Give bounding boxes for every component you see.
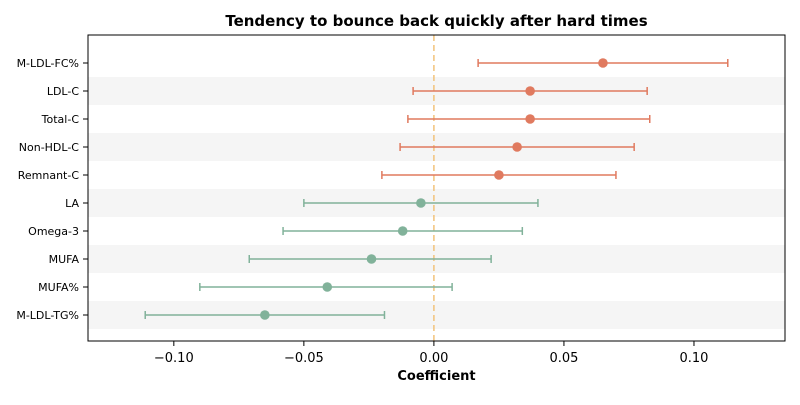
point-LA — [416, 198, 426, 208]
point-Omega-3 — [397, 226, 408, 236]
x-tick-label: 0.10 — [679, 351, 708, 366]
y-tick-label: Non-HDL-C — [19, 141, 80, 154]
x-tick-label: 0.00 — [419, 351, 448, 366]
x-tick-label: −0.10 — [154, 351, 194, 366]
y-tick-label: M-LDL-TG% — [16, 309, 79, 322]
point-LDL-C — [525, 86, 535, 96]
estimate-points — [260, 58, 608, 320]
y-axis-ticks: M-LDL-FC% LDL-C Total-C Non-HDL-C Remnant-C L… — [16, 57, 88, 322]
y-tick-label: LA — [65, 197, 79, 210]
point-MUFA — [366, 254, 377, 264]
point-M-LDL-TG% — [260, 310, 270, 320]
x-tick-label: 0.05 — [549, 351, 578, 366]
point-Total-C — [525, 114, 535, 124]
y-tick-label: Total-C — [41, 113, 80, 126]
y-tick-label: Omega-3 — [28, 225, 79, 238]
point-M-LDL-FC% — [598, 58, 608, 68]
y-tick-label: Remnant-C — [18, 169, 80, 182]
chart-title: Tendency to bounce back quickly after ha… — [225, 12, 647, 30]
y-tick-label: MUFA% — [38, 281, 79, 294]
point-Remnant-C — [494, 170, 504, 180]
y-tick-label: LDL-C — [47, 85, 80, 98]
plot-frame — [87, 34, 786, 342]
y-tick-label: M-LDL-FC% — [17, 57, 79, 70]
x-tick-label: −0.05 — [284, 351, 324, 366]
x-axis-label: Coefficient — [397, 369, 475, 384]
point-MUFA% — [322, 282, 333, 292]
x-axis-ticks: −0.10 −0.05 0.00 0.05 0.10 — [154, 341, 708, 366]
point-Non-HDL-C — [512, 142, 522, 152]
y-tick-label: MUFA — [49, 253, 80, 266]
